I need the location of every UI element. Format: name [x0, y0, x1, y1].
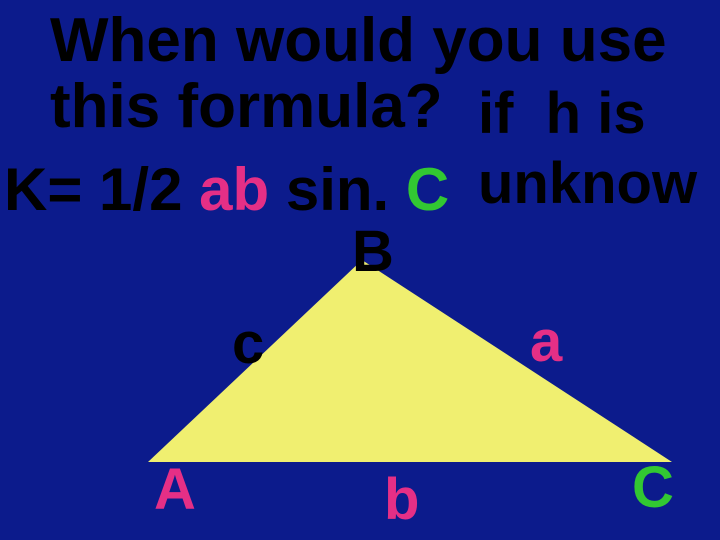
label-C-vertex: C — [632, 458, 674, 519]
condition-line-1: if h is — [478, 84, 646, 145]
triangle-polygon — [148, 260, 672, 462]
condition-line-2: unknow — [478, 154, 697, 215]
label-c-side: c — [232, 314, 264, 375]
title-line-1: When would you use — [50, 8, 667, 73]
label-B: B — [352, 222, 394, 283]
title-line-2: this formula? — [50, 74, 443, 139]
label-A-vertex: A — [154, 460, 196, 521]
slide-stage: When would you use this formula? if h is… — [0, 0, 720, 540]
label-b-side: b — [384, 470, 419, 531]
formula-text: K= 1/2 ab sin. C — [4, 158, 449, 221]
label-a-side: a — [530, 312, 562, 373]
